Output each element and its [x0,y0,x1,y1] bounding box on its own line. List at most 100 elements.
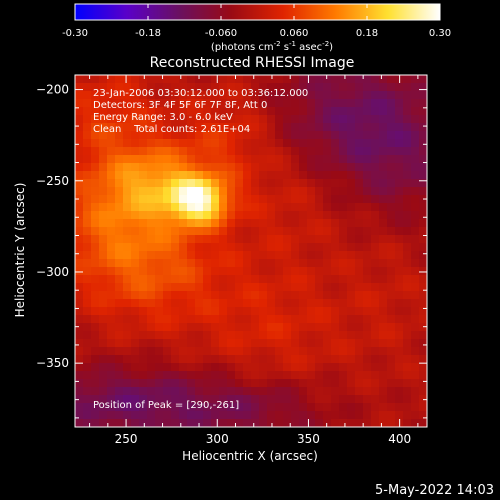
heatmap-cell [115,195,124,204]
heatmap-cell [243,307,252,316]
heatmap-cell [219,339,228,348]
heatmap-cell [403,387,412,396]
heatmap-cell [403,347,412,356]
y-tick-label: −300 [36,265,69,279]
heatmap-cell [307,75,316,84]
heatmap-cell [83,163,92,172]
heatmap-cell [235,115,244,124]
heatmap-cell [91,227,100,236]
heatmap-cell [411,195,420,204]
heatmap-cell [235,395,244,404]
heatmap-cell [155,163,164,172]
heatmap-cell [99,315,108,324]
heatmap-cell [131,331,140,340]
heatmap-cell [419,107,427,116]
heatmap-cell [91,235,100,244]
heatmap-cell [275,387,284,396]
heatmap-cell [163,203,172,212]
heatmap-cell [259,75,268,84]
heatmap-cell [307,379,316,388]
heatmap-cell [211,339,220,348]
heatmap-cell [299,147,308,156]
heatmap-cell [283,267,292,276]
heatmap-cell [155,131,164,140]
heatmap-cell [363,395,372,404]
heatmap-cell [411,355,420,364]
heatmap-cell [147,171,156,180]
heatmap-cell [195,155,204,164]
heatmap-cell [203,99,212,108]
heatmap-cell [387,291,396,300]
heatmap-cell [363,91,372,100]
heatmap-cell [123,403,132,412]
heatmap-cell [331,251,340,260]
heatmap-cell [123,411,132,420]
heatmap-cell [139,123,148,132]
footer-timestamp: 5-May-2022 14:03 [375,483,494,498]
heatmap-cell [347,243,356,252]
heatmap-cell [419,411,427,420]
heatmap-cell [107,283,116,292]
heatmap-cell [171,299,180,308]
heatmap-cell [283,187,292,196]
heatmap-cell [283,387,292,396]
heatmap-cell [267,331,276,340]
heatmap-cell [411,339,420,348]
heatmap-cell [163,331,172,340]
heatmap-cell [371,283,380,292]
heatmap-cell [179,187,188,196]
heatmap-cell [259,315,268,324]
heatmap-cell [195,291,204,300]
heatmap-cell [99,283,108,292]
heatmap-cell [411,291,420,300]
heatmap-cell [115,139,124,148]
heatmap-cell [355,115,364,124]
heatmap-cell [131,235,140,244]
heatmap-cell [275,107,284,116]
heatmap-cell [91,299,100,308]
heatmap-cell [211,75,220,84]
heatmap-cell [347,131,356,140]
heatmap-cell [251,155,260,164]
heatmap-cell [363,99,372,108]
heatmap-cell [235,171,244,180]
heatmap-cell [291,379,300,388]
heatmap-cell [131,163,140,172]
heatmap-cell [267,251,276,260]
heatmap-cell [75,339,84,348]
heatmap-cell [147,163,156,172]
heatmap-cell [243,227,252,236]
heatmap-cell [99,91,108,100]
heatmap-cell [115,315,124,324]
heatmap-cell [355,75,364,84]
heatmap-cell [203,403,212,412]
heatmap-cell [171,163,180,172]
heatmap-cell [75,203,84,212]
heatmap-cell [243,395,252,404]
heatmap-cell [419,179,427,188]
heatmap-cell [387,387,396,396]
heatmap-cell [355,419,364,427]
heatmap-cell [99,251,108,260]
heatmap-cell [315,155,324,164]
heatmap-cell [131,171,140,180]
heatmap-cell [387,259,396,268]
heatmap-cell [107,171,116,180]
heatmap-cell [371,355,380,364]
heatmap-cell [275,147,284,156]
heatmap-cell [99,379,108,388]
heatmap-cell [131,179,140,188]
heatmap-cell [147,187,156,196]
heatmap-cell [203,75,212,84]
heatmap-cell [291,339,300,348]
heatmap-cell [219,75,228,84]
heatmap-cell [147,339,156,348]
heatmap-cell [323,227,332,236]
heatmap-cell [267,355,276,364]
heatmap-cell [75,107,84,116]
heatmap-cell [411,211,420,220]
heatmap-cell [83,99,92,108]
heatmap-cell [243,299,252,308]
heatmap-cell [123,419,132,427]
heatmap-cell [187,363,196,372]
